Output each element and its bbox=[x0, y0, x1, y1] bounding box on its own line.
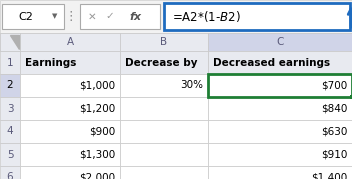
Text: 6: 6 bbox=[7, 173, 13, 179]
Bar bbox=[0, 51, 20, 74]
Text: $840: $840 bbox=[321, 103, 347, 113]
Bar bbox=[20, 166, 120, 179]
Bar bbox=[20, 33, 120, 51]
Bar bbox=[164, 3, 350, 30]
Text: $1,200: $1,200 bbox=[79, 103, 115, 113]
Text: $910: $910 bbox=[321, 149, 347, 159]
Text: B: B bbox=[161, 37, 168, 47]
Bar bbox=[120, 74, 208, 97]
Bar bbox=[0, 0, 352, 33]
Text: ▼: ▼ bbox=[52, 13, 58, 20]
Text: $700: $700 bbox=[321, 81, 347, 91]
Bar bbox=[80, 4, 160, 29]
Text: C2: C2 bbox=[19, 11, 33, 21]
Bar bbox=[208, 74, 352, 97]
Bar bbox=[208, 120, 352, 143]
Text: Decreased earnings: Decreased earnings bbox=[213, 57, 330, 67]
Text: $630: $630 bbox=[321, 127, 347, 137]
Bar bbox=[208, 74, 352, 97]
Bar bbox=[120, 120, 208, 143]
Bar bbox=[208, 143, 352, 166]
Text: $1,000: $1,000 bbox=[79, 81, 115, 91]
Bar bbox=[0, 166, 20, 179]
Bar bbox=[350, 95, 352, 99]
Bar bbox=[0, 97, 20, 120]
Text: =A2*(1-$B$2): =A2*(1-$B$2) bbox=[172, 9, 241, 24]
Bar bbox=[120, 51, 208, 74]
Polygon shape bbox=[10, 35, 19, 49]
Text: A: A bbox=[67, 37, 74, 47]
Text: 1: 1 bbox=[7, 57, 13, 67]
Bar bbox=[0, 120, 20, 143]
Text: $2,000: $2,000 bbox=[79, 173, 115, 179]
Bar bbox=[20, 143, 120, 166]
Bar bbox=[20, 51, 120, 74]
Text: $1,300: $1,300 bbox=[79, 149, 115, 159]
Text: 5: 5 bbox=[7, 149, 13, 159]
Bar bbox=[120, 143, 208, 166]
Bar bbox=[20, 120, 120, 143]
Bar bbox=[120, 166, 208, 179]
Text: 2: 2 bbox=[7, 81, 13, 91]
Bar bbox=[208, 97, 352, 120]
Bar bbox=[0, 33, 20, 51]
Bar bbox=[208, 33, 352, 51]
Text: $1,400: $1,400 bbox=[311, 173, 347, 179]
Bar bbox=[20, 97, 120, 120]
Bar bbox=[120, 97, 208, 120]
Text: 4: 4 bbox=[7, 127, 13, 137]
Text: 3: 3 bbox=[7, 103, 13, 113]
Text: ✓: ✓ bbox=[106, 11, 114, 21]
Text: Decrease by: Decrease by bbox=[125, 57, 197, 67]
Bar bbox=[0, 74, 20, 97]
Bar bbox=[208, 166, 352, 179]
Bar bbox=[0, 143, 20, 166]
Bar bbox=[0, 33, 20, 51]
Bar bbox=[20, 74, 120, 97]
Text: 30%: 30% bbox=[180, 81, 203, 91]
Bar bbox=[208, 51, 352, 74]
Bar bbox=[2, 4, 64, 29]
Text: ⋮: ⋮ bbox=[65, 10, 77, 23]
Text: $900: $900 bbox=[89, 127, 115, 137]
Bar bbox=[120, 33, 208, 51]
Text: Earnings: Earnings bbox=[25, 57, 76, 67]
Text: fx: fx bbox=[129, 11, 141, 21]
Text: ✕: ✕ bbox=[88, 11, 96, 21]
Text: C: C bbox=[276, 37, 284, 47]
